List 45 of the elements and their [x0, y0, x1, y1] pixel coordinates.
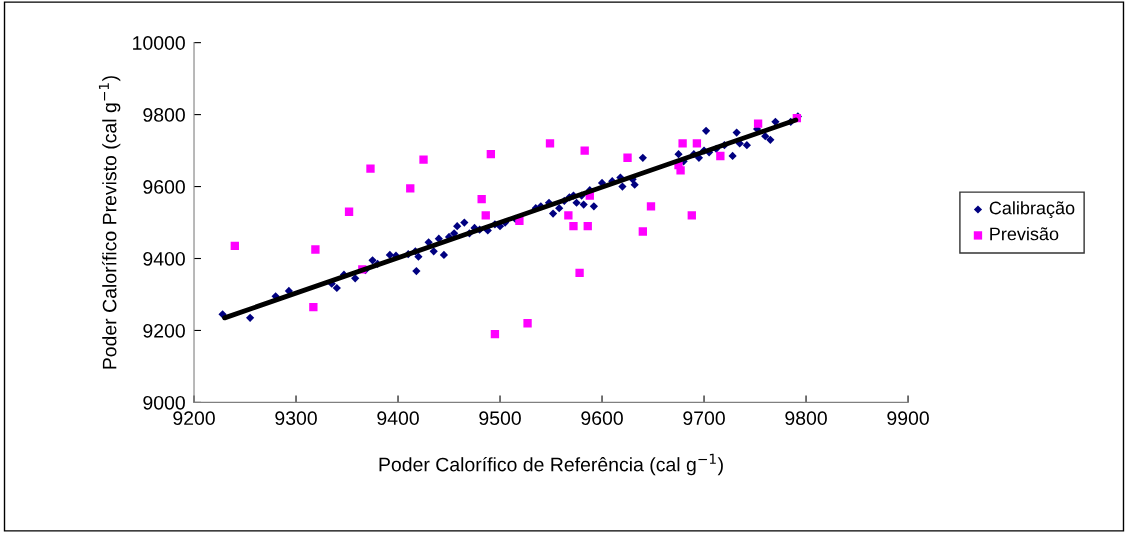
x-tick-label: 9900: [887, 411, 929, 426]
y-tick-label: 10000: [133, 36, 185, 50]
point: [575, 268, 584, 278]
point: [486, 150, 496, 159]
x-tick-label: 9800: [785, 411, 827, 426]
point: [490, 329, 500, 339]
point: [569, 221, 578, 231]
y-tick-label: 9200: [143, 323, 185, 338]
point: [419, 155, 428, 164]
x-tick-label: 9400: [377, 411, 419, 426]
point: [580, 146, 589, 155]
point: [344, 207, 354, 216]
point: [230, 241, 239, 251]
point: [481, 211, 490, 220]
x-tick-label: 9300: [275, 411, 317, 426]
y-tick-label: 9800: [143, 108, 185, 122]
x-tick-label: 9200: [173, 411, 215, 426]
point: [638, 227, 647, 236]
y-tick-label: 9600: [143, 180, 185, 194]
point: [477, 194, 486, 204]
point: [678, 139, 687, 148]
x-tick-label: 9700: [683, 411, 725, 426]
point: [716, 151, 725, 161]
point: [583, 221, 592, 231]
point: [311, 245, 320, 254]
legend-label: Calibração: [989, 201, 1075, 219]
point: [646, 202, 656, 211]
point: [676, 166, 685, 175]
point: [564, 211, 573, 220]
x-tick-label: 9500: [479, 411, 521, 426]
point: [523, 319, 532, 328]
y-tick-label: 9400: [143, 251, 185, 266]
legend-label: Previsão: [990, 227, 1059, 241]
point: [623, 153, 632, 162]
y-axis-title: Poder Calorífico Previsto (cal g$^{−1}$): [98, 76, 121, 369]
point: [545, 139, 555, 148]
x-tick-label: 9600: [581, 411, 623, 426]
y-tick-label: 9000: [143, 395, 185, 410]
point: [692, 139, 702, 148]
point: [687, 211, 696, 220]
point: [309, 302, 318, 312]
point: [366, 164, 375, 173]
x-axis-title: Poder Calorífico de Referência (cal g$^{−1}$): [379, 453, 723, 476]
point: [406, 184, 415, 193]
point: [753, 119, 763, 128]
